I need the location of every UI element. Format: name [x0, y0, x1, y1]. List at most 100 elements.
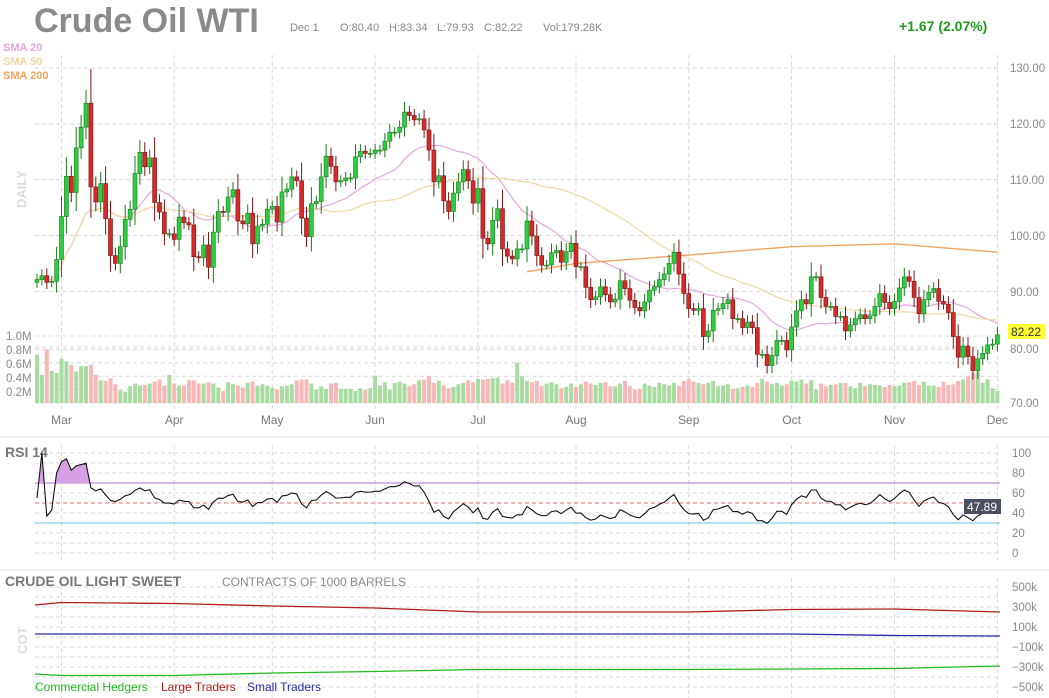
volume-bar — [804, 383, 809, 403]
volume-bar — [329, 383, 333, 403]
candle-down — [916, 297, 922, 314]
candle-down — [950, 312, 956, 337]
candle-up — [451, 192, 456, 212]
candle-up — [794, 310, 799, 328]
price-tick: 90.00 — [1010, 287, 1039, 299]
month-label: Nov — [884, 413, 905, 427]
candle-down — [470, 180, 476, 204]
candlesticks — [34, 68, 1000, 380]
candle-up — [255, 225, 260, 245]
legend-large-traders: Large Traders — [161, 680, 236, 694]
candle-down — [818, 276, 824, 298]
volume-bar — [319, 386, 324, 403]
volume-bar — [559, 388, 564, 403]
candle-down — [152, 157, 157, 203]
candle-up — [59, 216, 64, 260]
candle-down — [529, 220, 535, 237]
candle-up — [264, 208, 270, 225]
rsi-plot — [35, 452, 1000, 525]
candle-down — [803, 299, 809, 304]
candle-down — [784, 340, 790, 351]
candle-down — [965, 345, 971, 357]
last-price-badge — [1008, 324, 1045, 339]
volume-bar — [280, 386, 284, 403]
candle-down — [69, 176, 74, 193]
candle-up — [147, 157, 152, 168]
price-tick: 80.00 — [1010, 344, 1039, 356]
candle-up — [348, 177, 353, 180]
volume-bar — [338, 388, 343, 403]
volume-bar — [392, 382, 397, 403]
volume-bar — [133, 383, 137, 403]
candle-up — [568, 243, 574, 252]
volume-bar — [907, 382, 912, 403]
candle-down — [235, 189, 241, 222]
candle-up — [436, 175, 442, 183]
rsi-axis: 100 80 60 40 20 0 — [1012, 448, 1031, 560]
candle-down — [906, 276, 912, 282]
candle-down — [941, 301, 946, 305]
instrument-title: Crude Oil WTI — [34, 2, 259, 40]
candle-up — [808, 276, 814, 304]
volume-bar — [250, 381, 255, 403]
month-label: Aug — [565, 413, 586, 427]
volume-bar — [284, 385, 289, 403]
candle-down — [431, 149, 437, 183]
volume-bar — [569, 383, 574, 403]
candle-up — [284, 188, 290, 193]
volume-bar — [382, 382, 387, 403]
volume-bar — [686, 378, 691, 403]
candle-up — [519, 248, 525, 251]
volume-bar — [137, 385, 142, 403]
volume-bar — [990, 388, 995, 403]
candle-up — [745, 321, 750, 328]
legend-commercial-hedgers: Commercial Hedgers — [35, 680, 148, 694]
candle-down — [701, 308, 706, 337]
candle-up — [49, 280, 55, 283]
candle-down — [558, 250, 564, 263]
volume-bar — [627, 386, 632, 403]
price-tick: 100.00 — [1010, 231, 1045, 243]
volume-bar — [446, 388, 451, 403]
volume-bar — [333, 382, 338, 403]
volume-bar — [549, 382, 554, 403]
volume-bar — [93, 374, 98, 403]
candle-down — [583, 266, 589, 288]
candle-up — [975, 358, 981, 371]
candle-up — [544, 264, 549, 267]
bar-high: H:83.34 — [389, 22, 428, 34]
candle-down — [191, 224, 197, 258]
candle-up — [921, 299, 927, 314]
volume-bar — [64, 361, 69, 403]
volume-bar — [353, 390, 358, 403]
candle-up — [926, 292, 932, 300]
candle-down — [833, 306, 839, 317]
candle-up — [897, 287, 902, 302]
candle-up — [397, 126, 402, 133]
candle-down — [603, 286, 608, 295]
volume-bar — [995, 390, 1000, 403]
volume-bar — [466, 380, 471, 403]
candle-up — [901, 276, 907, 289]
price-change: +1.67 (2.07%) — [899, 18, 987, 34]
candle-down — [328, 155, 334, 167]
candle-up — [269, 206, 275, 210]
volume-bar — [774, 382, 779, 403]
candle-up — [652, 286, 657, 291]
volume-bar — [956, 380, 961, 403]
volume-bar — [407, 386, 412, 403]
candle-down — [754, 327, 760, 355]
volume-bar — [809, 380, 814, 403]
volume-bar — [696, 382, 701, 403]
price-tick: 110.00 — [1010, 175, 1044, 187]
volume-bar — [103, 380, 108, 403]
candle-down — [206, 244, 211, 268]
candle-down — [411, 115, 417, 121]
candle-down — [573, 243, 579, 268]
volume-bar — [917, 384, 921, 403]
volume-bar — [500, 383, 505, 403]
volume-bar — [882, 386, 887, 403]
volume-bar — [539, 386, 544, 403]
candle-down — [936, 288, 941, 302]
volume-bar — [520, 376, 525, 403]
